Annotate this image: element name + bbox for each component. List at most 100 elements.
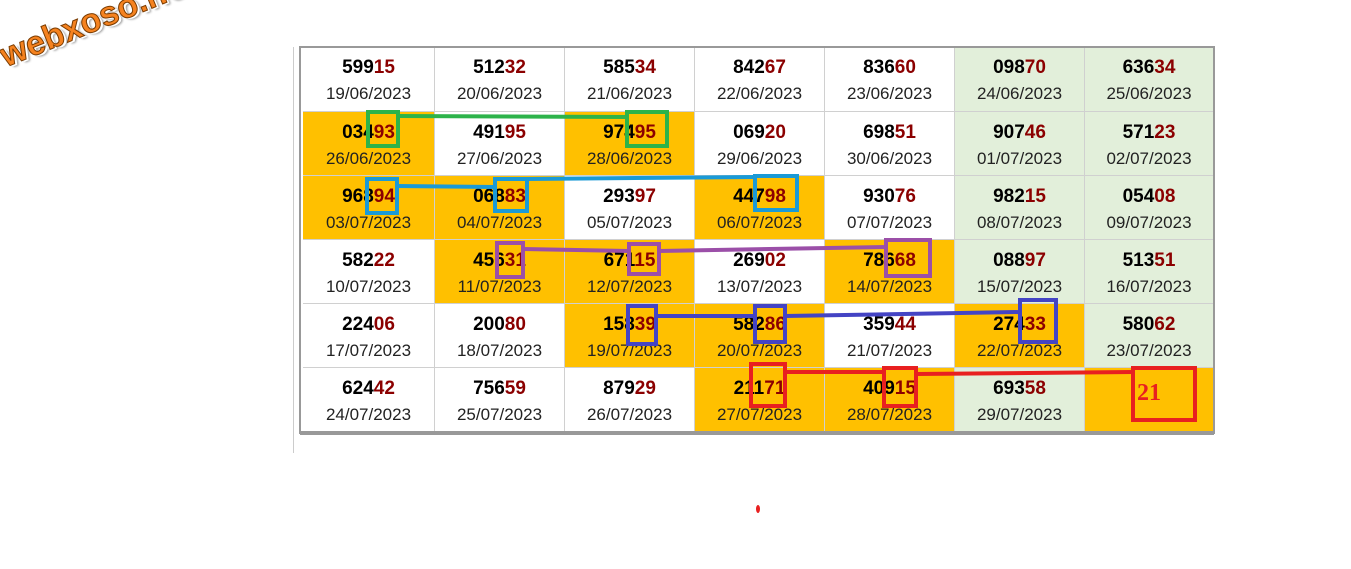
draw-date: 21/06/2023: [586, 84, 673, 103]
cell: 58534 21/06/2023: [565, 47, 695, 112]
cell: 21: [1085, 368, 1214, 433]
lottery-number: 69358: [993, 378, 1046, 399]
lottery-number: 84267: [733, 57, 786, 78]
draw-date: 22/07/2023: [976, 341, 1063, 360]
purple-marks: [495, 238, 932, 279]
draw-date: 14/07/2023: [846, 277, 933, 296]
lottery-number: 35944: [863, 314, 916, 335]
cell: 20080 18/07/2023: [435, 304, 565, 368]
cell: 57123 02/07/2023: [1085, 112, 1214, 176]
lottery-number: 58534: [603, 57, 656, 78]
cell: 49195 27/06/2023: [435, 112, 565, 176]
cell: 51351 16/07/2023: [1085, 240, 1214, 304]
lottery-number: 58062: [1122, 314, 1176, 335]
cell: 58062 23/07/2023: [1085, 304, 1214, 368]
cell: 93076 07/07/2023: [825, 176, 955, 240]
draw-date: 16/07/2023: [1106, 277, 1192, 296]
cell: 09870 24/06/2023: [955, 47, 1085, 112]
draw-date: 23/06/2023: [846, 84, 933, 103]
red-marks: [749, 362, 1197, 422]
cell: 03493 26/06/2023: [303, 112, 435, 176]
lottery-number: 27433: [993, 314, 1046, 335]
lottery-number: 06920: [733, 122, 786, 143]
cell: 06920 29/06/2023: [695, 112, 825, 176]
draw-date: 20/06/2023: [456, 84, 543, 103]
lottery-number: 51232: [473, 57, 526, 78]
draw-date: 24/07/2023: [325, 405, 412, 424]
cell: 83660 23/06/2023: [825, 47, 955, 112]
lottery-number: 63634: [1122, 57, 1176, 78]
lottery-number: 67115: [603, 250, 656, 271]
cell: 22406 17/07/2023: [303, 304, 435, 368]
lottery-number: 26902: [733, 250, 786, 271]
cell: 69851 30/06/2023: [825, 112, 955, 176]
draw-date: 17/07/2023: [325, 341, 412, 360]
indigo-marks: [626, 298, 1058, 346]
draw-date: 27/07/2023: [716, 405, 803, 424]
lottery-number: 98215: [993, 186, 1046, 207]
lottery-number: 83660: [863, 57, 916, 78]
draw-date: 11/07/2023: [457, 277, 542, 296]
lottery-number: 75659: [473, 378, 526, 399]
cell: 40915 28/07/2023: [825, 368, 955, 433]
lottery-number: 22406: [342, 314, 395, 335]
result-number: 21: [1137, 380, 1161, 406]
lottery-number: 59915: [342, 57, 395, 78]
lottery-number: 69851: [863, 122, 916, 143]
lottery-number: 29397: [603, 186, 656, 207]
draw-date: 22/06/2023: [716, 84, 803, 103]
cell: 59915 19/06/2023: [303, 47, 435, 112]
cell: 84267 22/06/2023: [695, 47, 825, 112]
cell: 05408 09/07/2023: [1085, 176, 1214, 240]
cell: 87929 26/07/2023: [565, 368, 695, 433]
draw-date: 29/06/2023: [716, 149, 803, 168]
draw-date: 09/07/2023: [1106, 213, 1192, 232]
draw-date: 24/06/2023: [976, 84, 1063, 103]
draw-date: 30/06/2023: [846, 149, 933, 168]
draw-date: 19/06/2023: [325, 84, 412, 103]
draw-date: 18/07/2023: [456, 341, 543, 360]
lottery-number: 87929: [603, 378, 656, 399]
cell: 69358 29/07/2023: [955, 368, 1085, 433]
lottery-number: 90746: [993, 122, 1046, 143]
draw-date: 01/07/2023: [976, 149, 1063, 168]
draw-date: 15/07/2023: [976, 277, 1063, 296]
cell: 75659 25/07/2023: [435, 368, 565, 433]
cell: 29397 05/07/2023: [565, 176, 695, 240]
lottery-number: 51351: [1122, 250, 1176, 271]
lottery-number: 62442: [342, 378, 395, 399]
dot: [756, 505, 760, 513]
cell: 63634 25/06/2023: [1085, 47, 1214, 112]
lottery-number: 58222: [342, 250, 395, 271]
cell: 98215 08/07/2023: [955, 176, 1085, 240]
lottery-number: 09870: [993, 57, 1046, 78]
divider: [293, 47, 294, 453]
cell: 58222 10/07/2023: [303, 240, 435, 304]
lottery-number: 21171: [733, 378, 786, 399]
draw-date: 21/07/2023: [846, 341, 933, 360]
lottery-number: 49195: [473, 122, 526, 143]
cell: 08897 15/07/2023: [955, 240, 1085, 304]
blue-marks: [365, 174, 799, 215]
draw-date: 28/07/2023: [846, 405, 933, 424]
lottery-number: 40915: [863, 378, 916, 399]
draw-date: 28/06/2023: [586, 149, 673, 168]
table-frame: [299, 46, 1215, 434]
draw-date: 13/07/2023: [716, 277, 803, 296]
cell: 51232 20/06/2023: [435, 47, 565, 112]
draw-date: 27/06/2023: [456, 149, 543, 168]
lottery-number: 05408: [1122, 186, 1176, 207]
lottery-number: 08897: [993, 250, 1046, 271]
draw-date: 10/07/2023: [325, 277, 412, 296]
cell: 90746 01/07/2023: [955, 112, 1085, 176]
draw-date: 20/07/2023: [716, 341, 803, 360]
draw-date: 02/07/2023: [1106, 149, 1192, 168]
draw-date: 26/06/2023: [325, 149, 412, 168]
lottery-number: 93076: [863, 186, 916, 207]
lottery-number: 20080: [473, 314, 526, 335]
draw-date: 26/07/2023: [586, 405, 673, 424]
cell: 78668 14/07/2023: [825, 240, 955, 304]
draw-date: 03/07/2023: [325, 213, 412, 232]
draw-date: 23/07/2023: [1106, 341, 1192, 360]
